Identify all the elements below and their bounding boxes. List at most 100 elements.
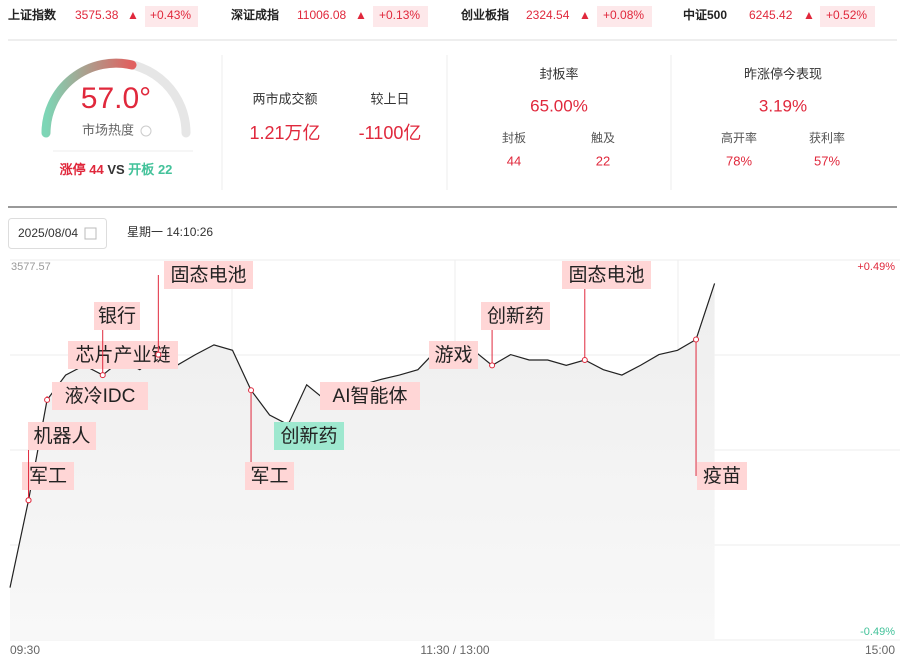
index-name[interactable]: 中证500 — [683, 7, 727, 22]
seal-title: 封板率 — [539, 66, 578, 81]
tag-box — [274, 422, 344, 450]
profit-value: 57% — [814, 153, 840, 168]
tag-label: 创新药 — [487, 305, 544, 327]
event-tag: 创新药 — [274, 421, 344, 450]
tag-box — [481, 302, 550, 330]
touched-label: 触及 — [591, 131, 615, 145]
date-picker[interactable] — [8, 218, 107, 249]
yday-title: 昨涨停今表现 — [744, 66, 822, 81]
tag-label: 银行 — [98, 305, 136, 327]
turnover-value: 1.21万亿 — [249, 123, 320, 143]
yday-value: 3.19% — [759, 96, 807, 115]
tag-box — [320, 382, 420, 410]
diff-label: 较上日 — [370, 91, 409, 106]
sealed: 44 — [507, 153, 521, 168]
index-change: +0.43% — [150, 8, 191, 22]
tag-label: 固态电池 — [568, 264, 644, 286]
touched: 22 — [596, 153, 610, 168]
profit-label: 获利率 — [809, 130, 845, 145]
time: 星期一 14:10:26 — [127, 225, 213, 239]
open-value: 78% — [726, 153, 752, 168]
arrow: ▲ — [803, 8, 815, 22]
index-value: 3575.38 — [75, 8, 119, 22]
tag-dot — [248, 387, 255, 394]
vs: VS — [107, 162, 125, 177]
tag-dot — [155, 351, 162, 358]
badge — [820, 6, 875, 27]
opened-count: 22 — [158, 162, 172, 177]
index-change: +0.13% — [379, 8, 420, 22]
date: 2025/08/04 — [18, 226, 78, 240]
limit-summary: 涨停 44 VS 开板 22 — [59, 162, 173, 177]
tag-label: AI智能体 — [333, 385, 408, 407]
calendar-icon — [84, 227, 97, 240]
event-tag: 液冷IDC — [44, 382, 148, 410]
index-name[interactable]: 上证指数 — [8, 7, 57, 22]
tag-box — [94, 302, 140, 330]
event-tag: 游戏 — [429, 341, 478, 369]
opened-label: 开板 — [128, 162, 155, 177]
tag-dot — [581, 356, 588, 363]
event-tag: 固态电池 — [562, 261, 651, 363]
arrow: ▲ — [127, 8, 139, 22]
index-name[interactable]: 深证成指 — [231, 7, 279, 22]
tag-label: 固态电池 — [170, 264, 246, 286]
tag-label: 芯片产业链 — [75, 344, 170, 366]
limit-up-count: 44 — [89, 162, 104, 177]
index-value: 11006.08 — [297, 8, 346, 22]
tag-label: 机器人 — [33, 425, 90, 447]
event-tag: 芯片产业链 — [68, 341, 178, 369]
badge — [373, 6, 428, 27]
tag-label: 液冷IDC — [65, 385, 136, 407]
heat-value: 57.0° — [81, 82, 151, 115]
tag-label: 创新药 — [280, 425, 337, 447]
tag-label: 军工 — [250, 466, 288, 487]
tag-dot — [489, 362, 496, 369]
y2-tick-label: +0.49% — [857, 261, 895, 273]
tag-box — [562, 261, 651, 289]
tag-box — [429, 341, 478, 369]
event-tag: 银行 — [94, 302, 140, 379]
badge — [597, 6, 652, 27]
x-tick-label: 15:00 — [865, 643, 895, 657]
event-tag: 军工 — [245, 387, 294, 490]
tag-dot — [99, 372, 106, 379]
x-tick-label: 11:30 / 13:00 — [420, 643, 489, 657]
gauge-fill — [41, 58, 137, 138]
arrow: ▲ — [355, 8, 367, 22]
tag-box — [28, 422, 96, 450]
index-change: +0.08% — [603, 8, 644, 22]
tag-dot — [44, 396, 51, 403]
arrow: ▲ — [579, 8, 591, 22]
tag-box — [22, 462, 74, 490]
badge — [145, 6, 198, 27]
event-tag: 固态电池 — [155, 261, 253, 358]
y2-tick-label: -0.49% — [860, 626, 895, 638]
index-change: +0.52% — [826, 8, 867, 22]
event-tag: 疫苗 — [693, 336, 747, 490]
y-tick-label: 3577.57 — [11, 261, 51, 273]
open-label: 高开率 — [721, 130, 757, 145]
limit-up-label: 涨停 — [59, 162, 86, 177]
info-icon[interactable] — [140, 125, 152, 137]
tag-box — [52, 382, 148, 410]
heat-label: 市场热度 — [82, 122, 134, 137]
turnover-label: 两市成交额 — [252, 91, 317, 106]
area — [10, 283, 715, 640]
seal-value: 65.00% — [530, 96, 588, 115]
index-value: 6245.42 — [749, 8, 793, 22]
sealed-label: 封板 — [502, 131, 526, 145]
event-tag: AI智能体 — [320, 382, 420, 410]
tag-dot — [25, 497, 32, 504]
tag-box — [697, 462, 747, 490]
tag-label: 疫苗 — [703, 465, 741, 487]
index-name[interactable]: 创业板指 — [460, 7, 509, 22]
index-value: 2324.54 — [526, 8, 570, 22]
tag-box — [245, 462, 294, 490]
x-tick-label: 09:30 — [10, 643, 40, 657]
tag-dot — [693, 336, 700, 343]
event-tag: 机器人 — [25, 422, 96, 504]
tag-box — [164, 261, 253, 289]
